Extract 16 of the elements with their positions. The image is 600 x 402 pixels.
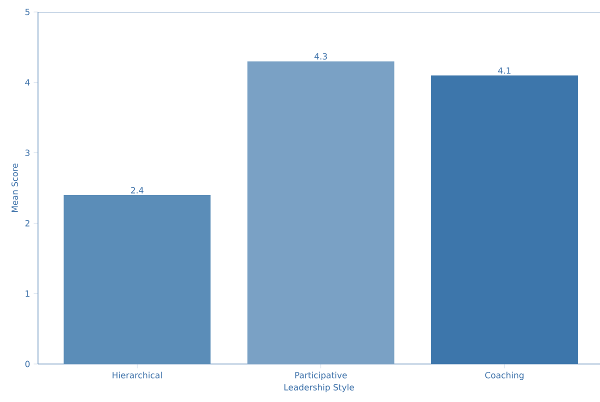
y-tick-label: 5 bbox=[25, 8, 30, 16]
y-tick-label: 4 bbox=[25, 79, 30, 86]
y-tick-label: 0 bbox=[25, 360, 30, 368]
bar bbox=[431, 75, 578, 364]
y-tick-label: 1 bbox=[26, 290, 30, 297]
data-label: 4.3 bbox=[314, 53, 327, 60]
x-tick-label: Participative bbox=[295, 372, 347, 380]
y-tick-label: 2 bbox=[25, 220, 30, 226]
data-label: 4.1 bbox=[498, 67, 510, 74]
y-axis-title: Mean Score bbox=[12, 164, 18, 212]
data-label: 2.4 bbox=[131, 187, 144, 194]
x-axis-title: Leadership Style bbox=[284, 384, 354, 392]
bar bbox=[64, 195, 211, 364]
x-tick-label: Hierarchical bbox=[112, 372, 162, 378]
x-tick-label: Coaching bbox=[485, 372, 524, 380]
y-tick-label: 3 bbox=[25, 150, 30, 156]
